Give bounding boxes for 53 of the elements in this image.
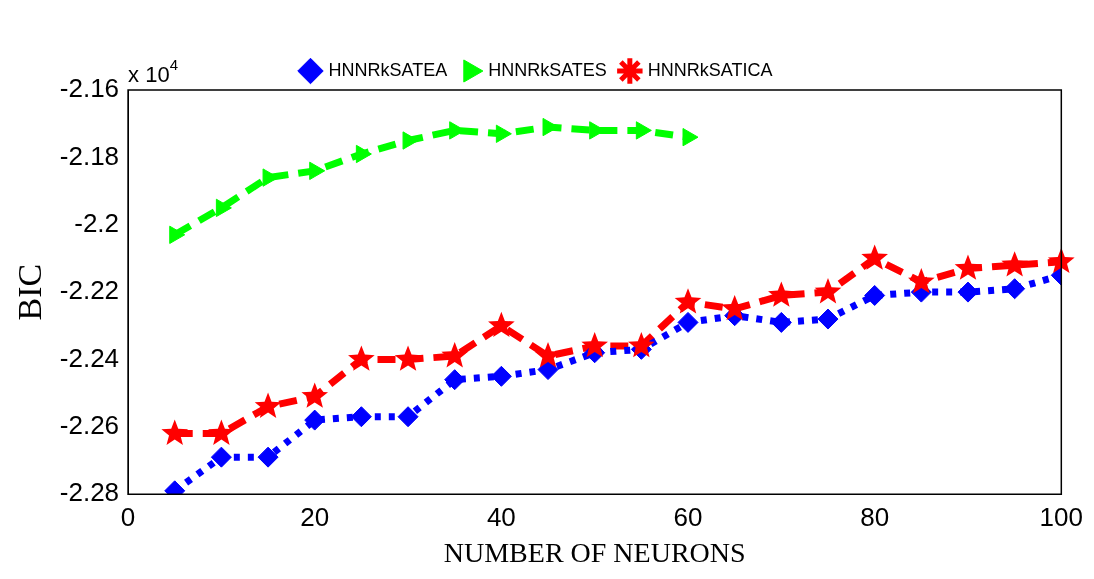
point — [441, 342, 469, 368]
x-tick-label: 40 — [486, 501, 516, 532]
point — [161, 419, 189, 445]
point — [355, 144, 372, 164]
x-tick-label: 20 — [300, 501, 330, 532]
y-tick-label: -2.16 — [59, 73, 120, 104]
point — [348, 345, 375, 371]
point — [817, 308, 839, 330]
point — [495, 124, 512, 143]
point — [814, 278, 842, 304]
point — [304, 409, 326, 431]
y-axis-title: BIC — [11, 263, 49, 321]
x-axis-title: NUMBER OF NEURONS — [443, 536, 746, 568]
point — [957, 281, 979, 303]
point — [488, 311, 515, 338]
x-tick-label: 100 — [1039, 501, 1084, 532]
point — [954, 254, 982, 280]
y-tick-label: -2.18 — [59, 140, 120, 171]
y-tick-label: -2.26 — [59, 410, 120, 441]
point — [581, 331, 608, 358]
x-tick-label: 0 — [120, 501, 136, 532]
x-tick-label: 80 — [860, 501, 890, 532]
legend-label: HNNRkSATES — [488, 59, 607, 80]
y-tick-label: -2.24 — [59, 342, 120, 373]
point — [1047, 247, 1075, 274]
y-tick-label: -2.2 — [74, 207, 120, 238]
point — [628, 331, 655, 358]
point — [770, 311, 792, 333]
point — [864, 284, 886, 306]
point — [208, 419, 235, 445]
point — [301, 382, 329, 408]
point — [490, 365, 512, 387]
point — [677, 311, 699, 333]
point — [674, 288, 702, 314]
y-tick-label: -2.28 — [59, 477, 120, 508]
point — [257, 446, 279, 468]
point — [861, 244, 888, 270]
y-tick-label: -2.22 — [59, 275, 120, 306]
point — [537, 359, 559, 381]
point — [215, 198, 232, 218]
x-tick-label: 60 — [673, 501, 703, 532]
point — [394, 345, 422, 371]
legend-label: HNNRkSATICA — [647, 59, 773, 80]
point — [397, 406, 419, 428]
point — [350, 406, 372, 428]
point — [1001, 251, 1028, 277]
point — [210, 446, 232, 468]
point — [908, 268, 935, 294]
point — [444, 369, 466, 391]
point — [1004, 278, 1026, 300]
legend-label: HNNRkSATEA — [328, 59, 448, 80]
point — [768, 281, 795, 307]
point — [254, 392, 282, 418]
